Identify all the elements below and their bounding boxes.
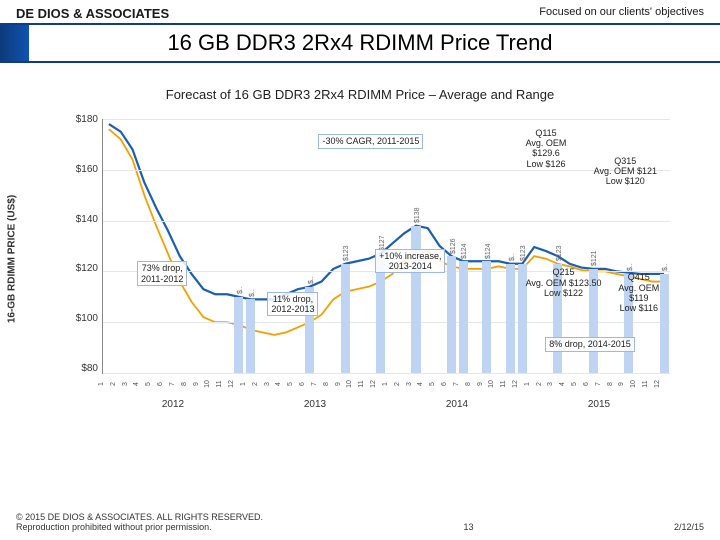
annotation-drop8: 8% drop, 2014-2015 — [545, 337, 635, 351]
page-number: 13 — [263, 522, 674, 532]
price-trend-chart: 16-GB RDIMM PRICE (US$) $180$160$140$120… — [40, 114, 680, 404]
bar-value-label: $138 — [414, 208, 421, 224]
company-name: DE DIOS & ASSOCIATES — [16, 6, 169, 21]
gridline — [103, 119, 670, 120]
annotation-drop11: 11% drop, 2012-2013 — [267, 292, 318, 317]
x-year-label: 2012 — [102, 399, 244, 410]
bar-value-label: $124 — [461, 243, 468, 259]
range-bar — [246, 299, 255, 373]
bar-value-label: $.. — [308, 276, 315, 284]
page-title: 16 GB DDR3 2Rx4 RDIMM Price Trend — [167, 30, 552, 56]
contract-low-line — [109, 129, 664, 335]
bar-value-label: $124 — [485, 243, 492, 259]
x-year-label: 2013 — [244, 399, 386, 410]
bar-value-label: $.. — [509, 253, 516, 261]
gridline — [103, 221, 670, 222]
annotation-q315: Q315 Avg. OEM $121 Low $120 — [591, 155, 660, 188]
gridline — [103, 170, 670, 171]
range-bar — [234, 297, 243, 373]
y-tick: $100 — [70, 313, 98, 324]
bar-value-label: $121 — [591, 251, 598, 267]
annotation-inc10: +10% increase, 2013-2014 — [375, 249, 445, 274]
range-bar — [341, 264, 350, 373]
chart-subtitle: Forecast of 16 GB DDR3 2Rx4 RDIMM Price … — [0, 87, 720, 102]
y-tick: $120 — [70, 263, 98, 274]
annotation-cagr: -30% CAGR, 2011-2015 — [318, 134, 423, 148]
y-axis-ticks: $180 $160 $140 $120 $100 $80 — [70, 114, 98, 374]
bar-value-label: $.. — [237, 286, 244, 294]
bar-value-label: $.. — [662, 264, 669, 272]
y-tick: $140 — [70, 214, 98, 225]
annotation-q215: Q215 Avg. OEM $123.50 Low $122 — [523, 266, 605, 299]
annotation-q415: Q415 Avg. OEM $119 Low $116 — [608, 271, 670, 314]
x-axis-month-ticks: 1234567891011121234567891011121234567891… — [102, 374, 670, 394]
plot-area: $..$..$..$123$127$138$126$124$124$..$123… — [102, 119, 670, 374]
annotation-drop73: 73% drop, 2011-2012 — [137, 261, 187, 286]
tagline: Focused on our clients' objectives — [539, 6, 704, 21]
range-bar — [506, 264, 515, 373]
copyright-text: © 2015 DE DIOS & ASSOCIATES. ALL RIGHTS … — [16, 512, 263, 532]
y-axis-label: 16-GB RDIMM PRICE (US$) — [7, 195, 18, 323]
range-bar — [459, 261, 468, 373]
x-year-label: 2015 — [528, 399, 670, 410]
header-bar: DE DIOS & ASSOCIATES Focused on our clie… — [0, 0, 720, 23]
bar-value-label: $123 — [520, 246, 527, 262]
slide-footer: © 2015 DE DIOS & ASSOCIATES. ALL RIGHTS … — [16, 512, 704, 532]
gridline — [103, 322, 670, 323]
bar-value-label: $123 — [556, 246, 563, 262]
bar-value-label: $126 — [450, 238, 457, 254]
y-tick: $180 — [70, 114, 98, 125]
range-bar — [482, 261, 491, 373]
date-text: 2/12/15 — [674, 522, 704, 532]
y-tick: $160 — [70, 164, 98, 175]
bar-value-label: $.. — [627, 264, 634, 272]
title-band: 16 GB DDR3 2Rx4 RDIMM Price Trend — [0, 23, 720, 63]
x-month-tick: 12 — [654, 378, 674, 390]
y-tick: $80 — [70, 363, 98, 374]
slide-root: DE DIOS & ASSOCIATES Focused on our clie… — [0, 0, 720, 540]
annotation-q115: Q115 Avg. OEM $129.6 Low $126 — [523, 127, 570, 170]
bar-value-label: $123 — [343, 246, 350, 262]
line-series-svg — [103, 119, 670, 373]
range-bar — [447, 256, 456, 373]
x-axis-year-labels: 2012201320142015 — [102, 399, 670, 410]
x-year-label: 2014 — [386, 399, 528, 410]
bar-value-label: $.. — [249, 289, 256, 297]
